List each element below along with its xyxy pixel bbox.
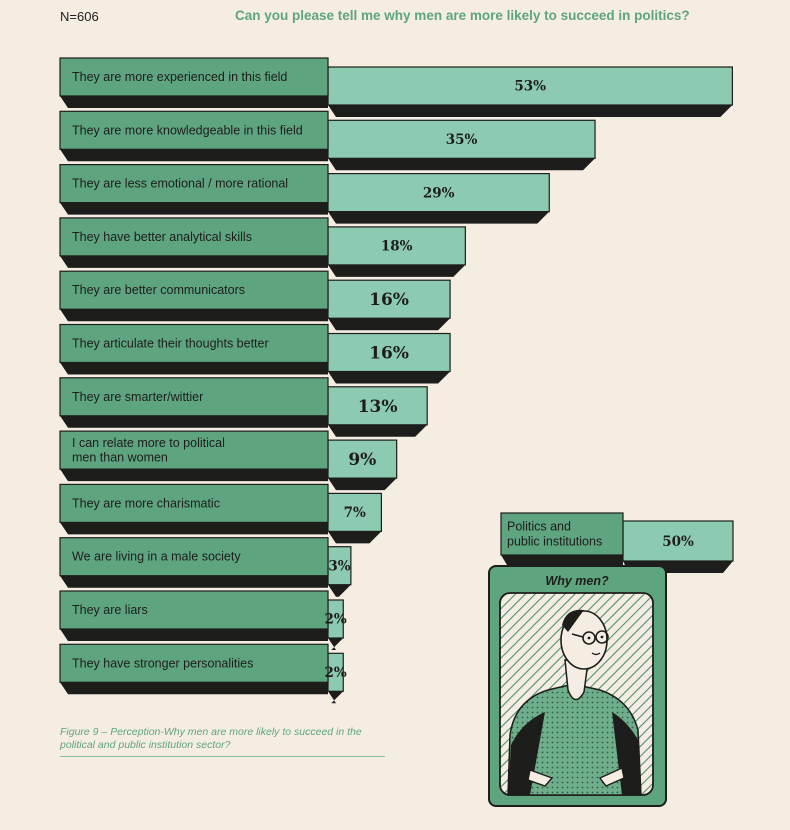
inset-label-shadow [501,555,623,565]
bar-category-label: They are less emotional / more rational [72,177,288,191]
bar-category-label: They are more knowledgeable in this fiel… [72,123,303,137]
chart-question-title: Can you please tell me why men are more … [235,8,690,23]
bar [327,439,398,479]
bar-value-label: 18% [381,239,413,255]
bar-value-label: 7% [344,505,366,521]
label-shadow [60,629,328,641]
bar-value-label: 3% [328,558,350,574]
bar-row: We are living in a male society 3% [59,537,352,597]
bar-row: They articulate their thoughts better 16% [59,323,451,384]
bar-row: They are liars 2% [59,590,347,650]
bar-shadow [328,424,428,437]
bar [327,492,383,532]
bar [327,119,596,159]
bar-shadow [328,531,382,544]
bar-category-label: They articulate their thoughts better [72,337,269,351]
label-shadow [60,202,328,215]
label-shadow [60,309,328,322]
bar [327,66,733,106]
illustration-title: Why men? [545,574,609,588]
bar-shadow [328,318,451,331]
illustration-card: Why men? [488,565,667,807]
bar-label-box [59,110,329,150]
bar-label-box [59,323,329,364]
bar-label-box [59,377,329,417]
bar-category-label: They have better analytical skills [72,230,252,244]
bar-category-label: They are more charismatic [72,496,220,510]
label-shadow [60,362,328,375]
label-shadow [60,522,328,535]
bar-shadow [328,478,397,491]
bar-value-label: 13% [358,397,398,417]
label-shadow [60,149,328,162]
bar-label-box [59,270,329,310]
bar-row: They have stronger personalities 2% [59,643,347,704]
inset-bar: Politics and public institutions 50% [500,512,734,573]
bar-category-label: They have stronger personalities [72,656,253,670]
bar-category-label: They are better communicators [72,283,245,297]
bar-row: I can relate more to political men than w… [59,430,398,491]
bar-row: They are more charismatic 7% [59,483,383,544]
label-shadow [60,255,328,268]
sample-size: N=606 [60,9,99,24]
label-shadow [60,96,328,108]
bar-category-label: They are more experienced in this field [72,70,287,84]
bar-shadow [328,264,466,277]
label-shadow [60,415,328,428]
bar-shadow [328,638,344,650]
bar-category-label: I can relate more to political men than w… [72,436,225,465]
bar-label-box [59,643,329,683]
bar-row: They have better analytical skills 18% [59,217,466,277]
bar-value-label: 2% [325,665,347,681]
bar-category-label: They are smarter/wittier [72,390,203,404]
bar-label-box [59,537,329,577]
inset-bar-fill [622,520,734,562]
bar-value-label: 2% [325,612,347,628]
label-shadow [60,469,328,482]
bar-shadow [328,584,351,597]
bar [327,332,451,373]
bar-value-label: 16% [369,343,409,363]
bar [327,226,466,266]
man-with-glasses-icon [507,609,642,796]
bar-row: They are more experienced in this field 5… [59,57,733,117]
bar-value-label: 9% [348,450,376,470]
bar [327,386,428,426]
bar-label-box [59,217,329,257]
inset-label-box [500,512,624,556]
bar [327,173,550,213]
bar-category-label: They are liars [72,603,148,617]
bar-shadow [328,691,344,704]
label-shadow [60,682,328,695]
bar-shadow [328,158,596,171]
bar-value-label: 35% [446,132,478,148]
bar-shadow [328,105,733,117]
bar-shadow [328,371,451,384]
bar-row: They are less emotional / more rational 2… [59,164,550,224]
bar-label-box [59,483,329,523]
bar-shadow [328,211,550,224]
bar-label-box [59,590,329,630]
inset-label: Politics and public institutions [507,520,602,549]
bar-value-label: 53% [514,79,546,95]
figure-caption: Figure 9 – Perception-Why men are more l… [60,726,385,757]
bar-label-box [59,164,329,204]
bar-value-label: 29% [423,185,455,201]
bar-value-label: 16% [369,290,409,310]
bar-category-label: We are living in a male society [72,550,241,564]
bar-label-box [59,57,329,97]
bar-row: They are smarter/wittier 13% [59,377,428,437]
inset-value-label: 50% [662,534,694,550]
bar-label-box [59,430,329,470]
bar-row: They are better communicators 16% [59,270,451,331]
bar-row: They are more knowledgeable in this fiel… [59,110,596,171]
label-shadow [60,575,328,588]
